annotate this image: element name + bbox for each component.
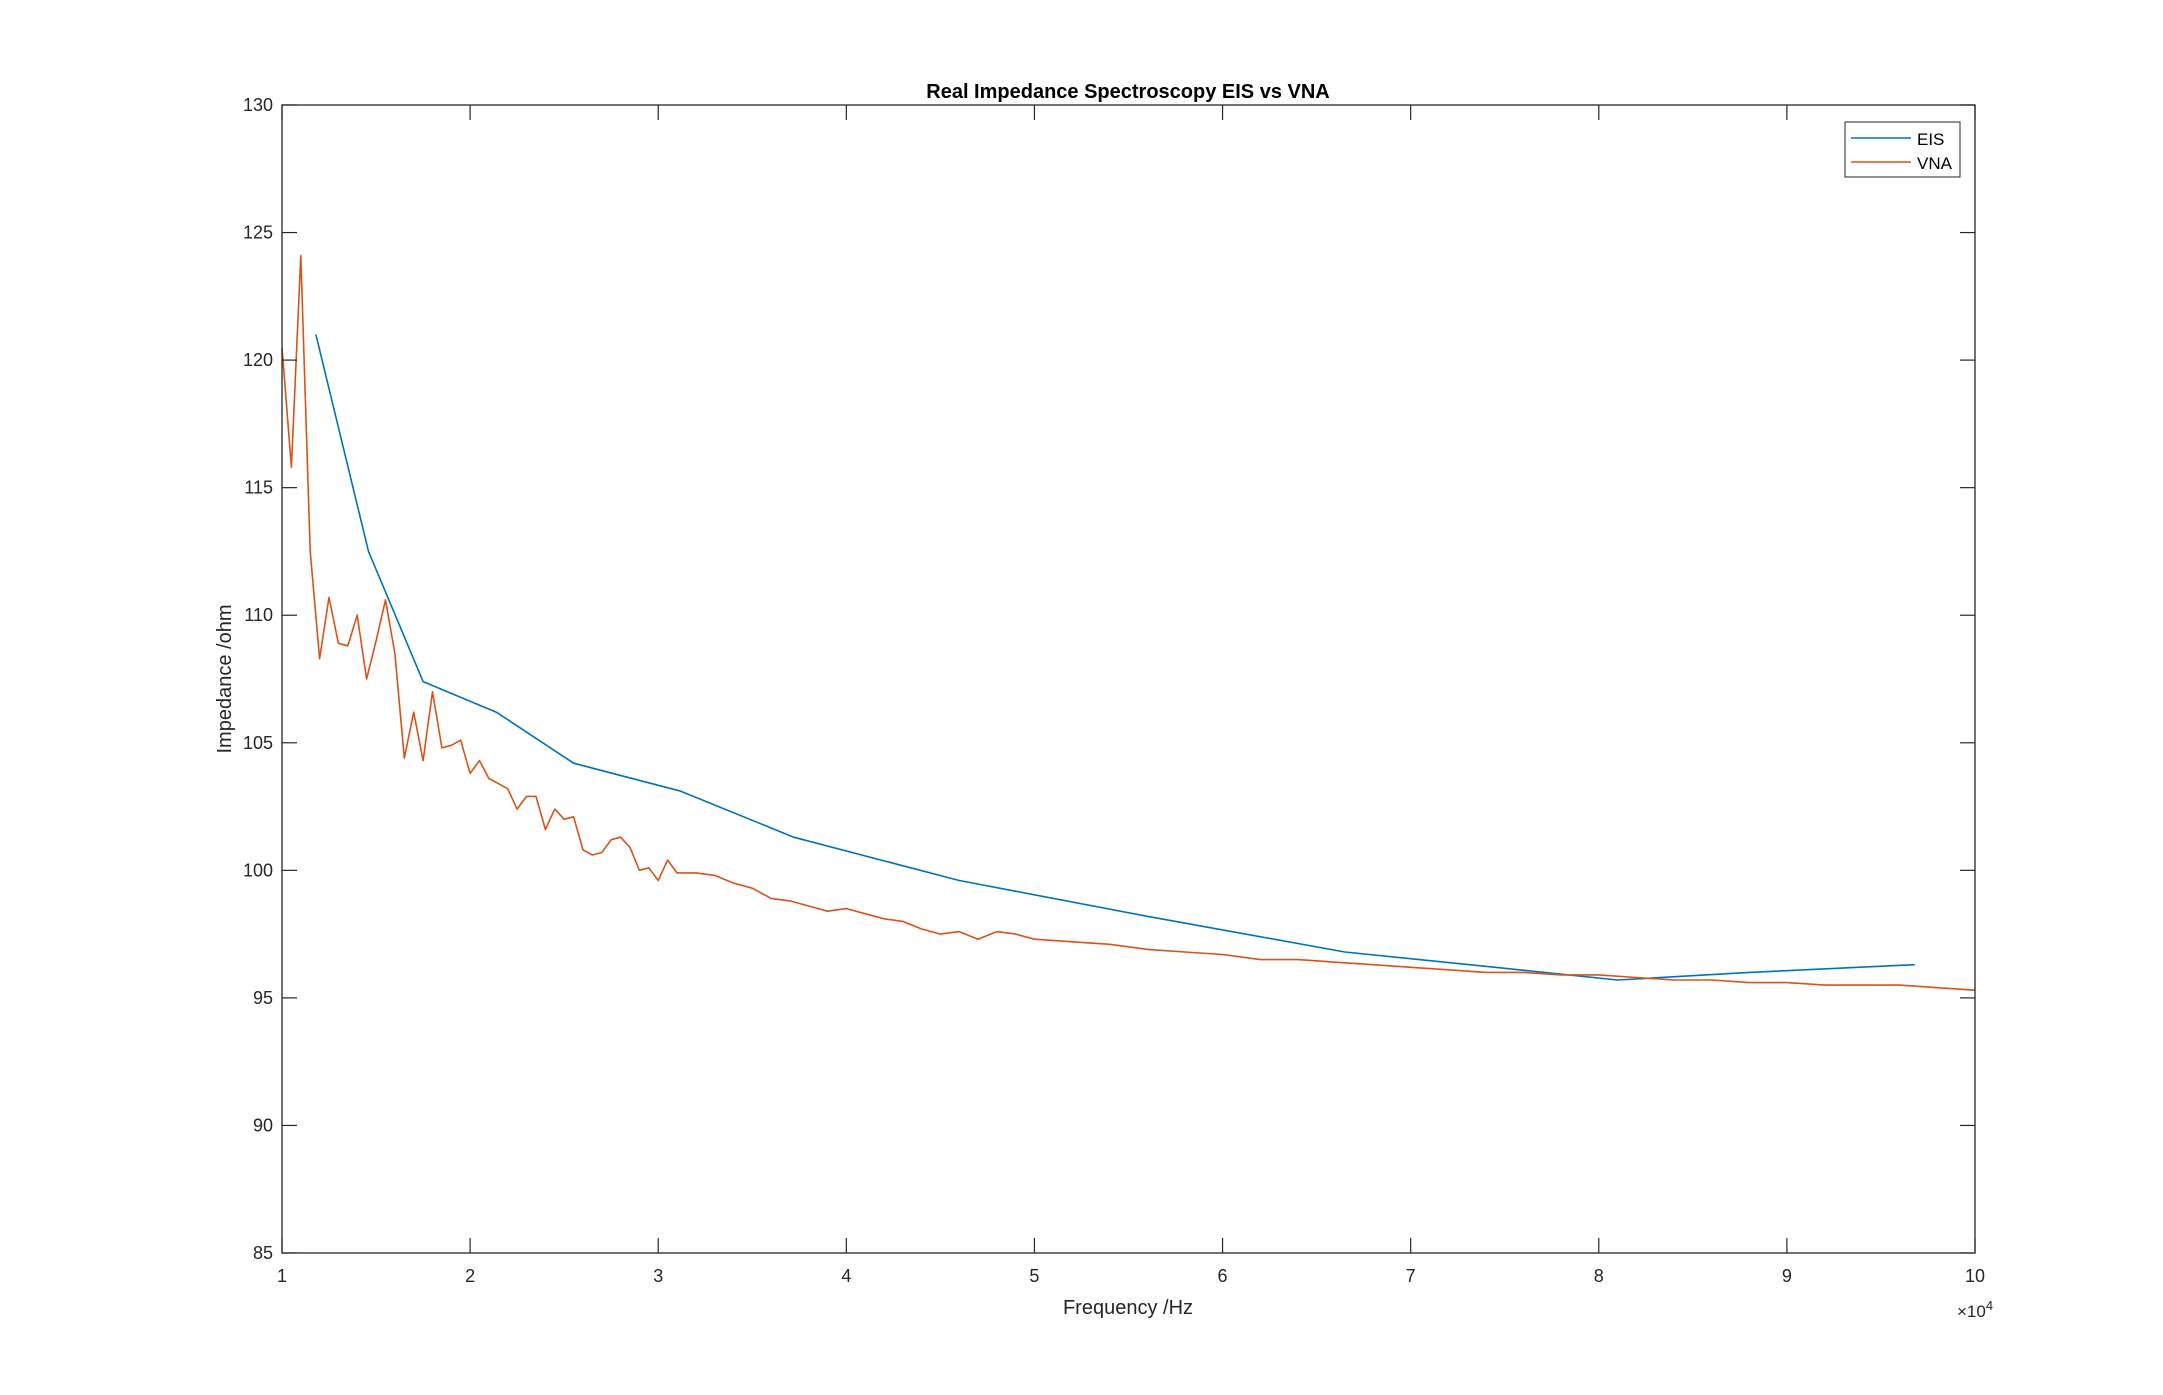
legend-vna-label: VNA [1917,154,1953,173]
y-tick-label: 120 [243,350,273,370]
axes-box [281,104,1976,1254]
axis-ticks: 1 2 3 4 5 6 7 8 9 10 85 90 95 100 105 110 115 120 125 130 [243,95,1985,1286]
y-tick-label: 110 [244,605,273,625]
y-tick-label: 130 [243,95,273,115]
axes-background [282,105,1975,1253]
x-axis-exponent-base: ×10 [1957,1302,1986,1321]
x-axis-exponent-power: 4 [1986,1298,1993,1313]
legend-eis-label: EIS [1917,130,1944,149]
y-tick-label: 115 [244,478,273,498]
x-tick-label: 5 [1029,1266,1039,1286]
series-line-vna [281,254,1976,991]
x-tick-label: 3 [653,1266,663,1286]
legend-box [1844,121,1961,178]
y-tick-label: 105 [243,733,273,753]
x-tick-label: 7 [1406,1266,1416,1286]
chart-title: Real Impedance Spectroscopy EIS vs VNA [926,81,1330,103]
y-tick-label: 100 [243,860,273,880]
x-tick-label: 6 [1218,1266,1228,1286]
x-axis-exponent: ×104 [1957,1298,1993,1321]
y-tick-label: 125 [243,223,273,243]
y-tick-label: 90 [253,1115,273,1135]
y-tick-label: 85 [253,1243,273,1263]
y-tick-label: 95 [253,988,273,1008]
plot-series [281,254,1976,991]
x-tick-label: 8 [1594,1266,1604,1286]
x-axis-label: Frequency /Hz [1063,1297,1193,1319]
x-tick-label: 4 [841,1266,851,1286]
x-tick-label: 1 [277,1266,287,1286]
x-tick-label: 2 [465,1266,475,1286]
x-tick-label: 10 [1965,1266,1985,1286]
series-line-eis [315,334,1915,981]
legend: EIS VNA [1844,121,1961,178]
y-axis-label: Impedance /ohm [214,605,236,754]
x-tick-label: 9 [1782,1266,1792,1286]
